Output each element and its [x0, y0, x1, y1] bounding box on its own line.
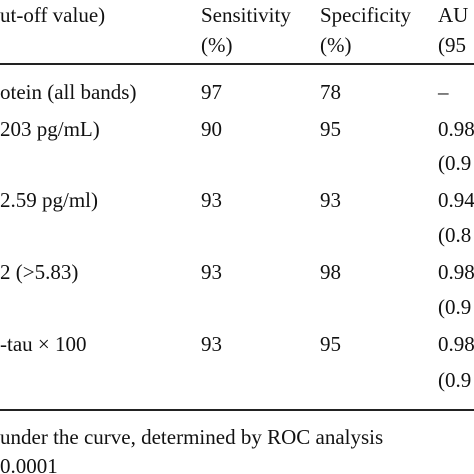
footnote-auc: under the curve, determined by ROC analy…: [0, 425, 384, 449]
row-2-label: 203 pg/mL): [0, 117, 100, 141]
row-1-specificity: 78: [320, 80, 341, 104]
footnote-p-value: 0.0001: [0, 454, 58, 474]
row-5-auc: 0.98: [438, 332, 474, 356]
table-bottom-rule: [0, 409, 474, 411]
header-sensitivity: Sensitivity: [201, 3, 291, 27]
row-5-sensitivity: 93: [201, 332, 222, 356]
header-specificity-unit: (%): [320, 33, 352, 57]
row-4-label: 2 (>5.83): [0, 260, 79, 284]
header-auc-ci: (95: [438, 33, 466, 57]
header-sensitivity-unit: (%): [201, 33, 233, 57]
table-header-rule: [0, 63, 474, 65]
row-4-auc: 0.98: [438, 260, 474, 284]
row-4-ci: (0.9: [438, 295, 472, 319]
row-3-ci: (0.8: [438, 223, 472, 247]
row-3-specificity: 93: [320, 188, 341, 212]
row-5-specificity: 95: [320, 332, 341, 356]
header-auc: AU: [438, 3, 469, 27]
row-4-sensitivity: 93: [201, 260, 222, 284]
row-2-sensitivity: 90: [201, 117, 222, 141]
row-1-auc: –: [438, 80, 449, 104]
row-1-sensitivity: 97: [201, 80, 222, 104]
header-specificity: Specificity: [320, 3, 411, 27]
row-3-auc: 0.94: [438, 188, 474, 212]
row-3-label: 2.59 pg/ml): [0, 188, 98, 212]
row-2-ci: (0.9: [438, 151, 472, 175]
row-3-sensitivity: 93: [201, 188, 222, 212]
row-5-ci: (0.9: [438, 368, 472, 392]
row-4-specificity: 98: [320, 260, 341, 284]
row-5-label: -tau × 100: [0, 332, 87, 356]
row-2-auc: 0.98: [438, 117, 474, 141]
row-2-specificity: 95: [320, 117, 341, 141]
row-1-label: otein (all bands): [0, 80, 137, 104]
header-cutoff-value: ut-off value): [0, 3, 106, 27]
